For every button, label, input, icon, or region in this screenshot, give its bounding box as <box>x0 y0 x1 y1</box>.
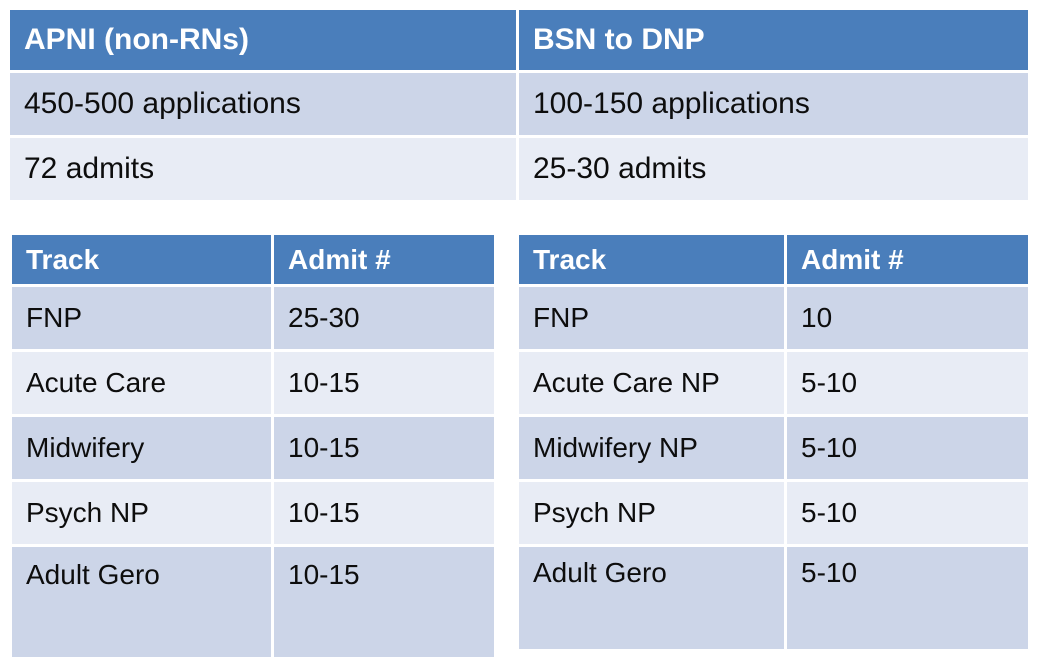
apni-summary-table: APNI (non-RNs) 450-500 applications 72 a… <box>10 10 516 200</box>
table-row: 25-30 admits <box>519 138 1028 200</box>
apni-tracks-table: Track Admit # FNP 25-30 Acute Care 10-15… <box>12 235 494 657</box>
track-name: Acute Care <box>12 352 274 417</box>
apni-summary-title: APNI (non-RNs) <box>10 10 516 73</box>
track-admit-count: 10-15 <box>274 417 494 482</box>
track-admit-count: 5-10 <box>787 352 1028 417</box>
track-admit-count: 10 <box>787 287 1028 352</box>
column-header-track: Track <box>12 235 274 287</box>
bsn-summary-title: BSN to DNP <box>519 10 1028 73</box>
track-admit-count: 10-15 <box>274 547 494 657</box>
table-row: Acute Care NP 5-10 <box>519 352 1028 417</box>
track-name: Midwifery NP <box>519 417 787 482</box>
table-row: Adult Gero 5-10 <box>519 547 1028 649</box>
column-header-admit: Admit # <box>274 235 494 287</box>
table-row: FNP 25-30 <box>12 287 494 352</box>
column-header-admit: Admit # <box>787 235 1028 287</box>
track-admit-count: 25-30 <box>274 287 494 352</box>
bsn-applications-value: 100-150 applications <box>519 73 1028 138</box>
apni-applications-value: 450-500 applications <box>10 73 516 138</box>
track-name: Psych NP <box>12 482 274 547</box>
table-row: Psych NP 10-15 <box>12 482 494 547</box>
table-row: Acute Care 10-15 <box>12 352 494 417</box>
table-row: Adult Gero 10-15 <box>12 547 494 657</box>
table-header-row: BSN to DNP <box>519 10 1028 73</box>
track-name: Psych NP <box>519 482 787 547</box>
table-header-row: Track Admit # <box>12 235 494 287</box>
track-name: Acute Care NP <box>519 352 787 417</box>
apni-admits-value: 72 admits <box>10 138 516 200</box>
table-row: 100-150 applications <box>519 73 1028 138</box>
track-admit-count: 5-10 <box>787 482 1028 547</box>
table-row: 72 admits <box>10 138 516 200</box>
bsn-admits-value: 25-30 admits <box>519 138 1028 200</box>
track-name: FNP <box>519 287 787 352</box>
bsn-summary-table: BSN to DNP 100-150 applications 25-30 ad… <box>519 10 1028 200</box>
table-row: Midwifery NP 5-10 <box>519 417 1028 482</box>
track-admit-count: 10-15 <box>274 352 494 417</box>
table-row: Psych NP 5-10 <box>519 482 1028 547</box>
track-name: FNP <box>12 287 274 352</box>
track-name: Midwifery <box>12 417 274 482</box>
track-name: Adult Gero <box>519 547 787 649</box>
column-header-track: Track <box>519 235 787 287</box>
table-row: 450-500 applications <box>10 73 516 138</box>
bsn-tracks-table: Track Admit # FNP 10 Acute Care NP 5-10 … <box>519 235 1028 649</box>
table-row: Midwifery 10-15 <box>12 417 494 482</box>
table-header-row: APNI (non-RNs) <box>10 10 516 73</box>
table-row: FNP 10 <box>519 287 1028 352</box>
track-admit-count: 10-15 <box>274 482 494 547</box>
table-header-row: Track Admit # <box>519 235 1028 287</box>
track-admit-count: 5-10 <box>787 417 1028 482</box>
track-name: Adult Gero <box>12 547 274 657</box>
track-admit-count: 5-10 <box>787 547 1028 649</box>
